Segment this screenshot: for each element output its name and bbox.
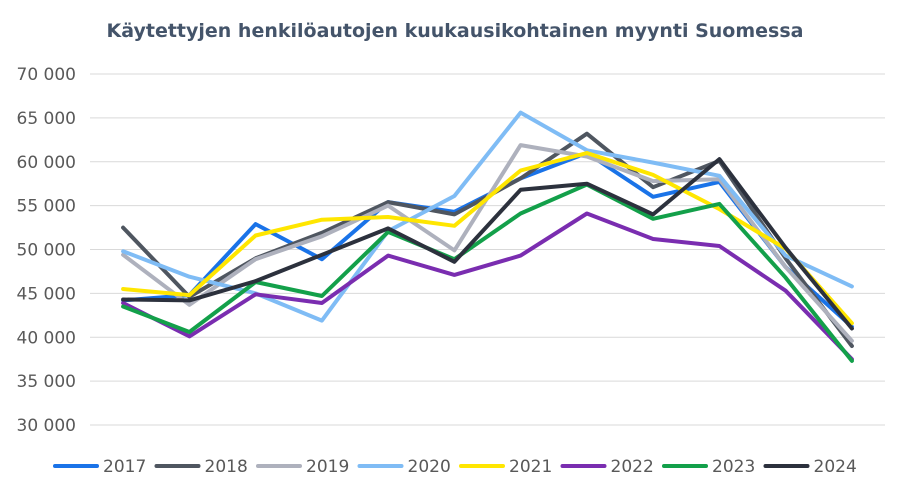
series-line-2018 xyxy=(121,131,854,348)
series-line-2024 xyxy=(121,157,854,331)
legend: 2017 2018 2019 2020 2021 2022 2023 2024 xyxy=(53,457,857,477)
legend-label-2018: 2018 xyxy=(205,457,248,477)
legend-label-2022: 2022 xyxy=(611,457,654,477)
y-tick-label: 65 000 xyxy=(17,109,76,129)
y-tick-label: 45 000 xyxy=(17,284,76,304)
legend-label-2019: 2019 xyxy=(306,457,349,477)
series-line-2022 xyxy=(121,211,854,362)
legend-label-2020: 2020 xyxy=(408,457,451,477)
series-line-2019 xyxy=(121,143,854,343)
legend-label-2023: 2023 xyxy=(712,457,755,477)
legend-label-2024: 2024 xyxy=(814,457,857,477)
legend-label-2021: 2021 xyxy=(509,457,552,477)
legend-label-2017: 2017 xyxy=(103,457,146,477)
y-axis-tick-labels: 30 000 35 000 40 000 45 000 50 000 55 000 60 0… xyxy=(17,65,76,436)
y-tick-label: 60 000 xyxy=(17,153,76,173)
y-tick-label: 70 000 xyxy=(17,65,76,85)
series-lines xyxy=(121,110,854,363)
y-tick-label: 40 000 xyxy=(17,328,76,348)
y-tick-label: 55 000 xyxy=(17,197,76,217)
chart-title: Käytettyjen henkilöautojen kuukausikohta… xyxy=(107,20,804,42)
y-tick-label: 35 000 xyxy=(17,372,76,392)
y-tick-label: 30 000 xyxy=(17,416,76,436)
gridlines xyxy=(90,73,885,426)
y-tick-label: 50 000 xyxy=(17,241,76,261)
series-line-2023 xyxy=(121,182,854,363)
